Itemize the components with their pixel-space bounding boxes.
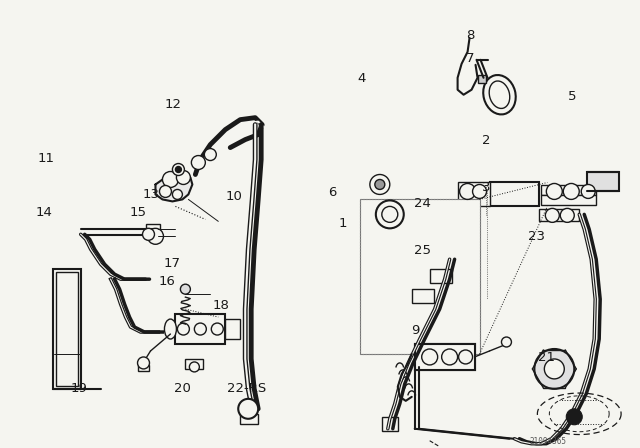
- Circle shape: [545, 359, 564, 379]
- Circle shape: [581, 185, 595, 198]
- Bar: [360, 199, 479, 354]
- Text: 17: 17: [163, 257, 180, 270]
- Circle shape: [375, 180, 385, 190]
- Text: 8: 8: [466, 29, 474, 42]
- Bar: [458, 182, 490, 207]
- Ellipse shape: [164, 319, 177, 339]
- Circle shape: [138, 357, 150, 369]
- Bar: [541, 195, 596, 205]
- Bar: [477, 75, 486, 83]
- Circle shape: [195, 323, 206, 335]
- Circle shape: [534, 349, 574, 389]
- Text: 18: 18: [212, 300, 230, 313]
- Text: 15: 15: [130, 206, 147, 219]
- Circle shape: [172, 164, 184, 176]
- Circle shape: [472, 185, 486, 198]
- Circle shape: [143, 228, 154, 240]
- Circle shape: [163, 172, 179, 187]
- Ellipse shape: [483, 75, 516, 114]
- Circle shape: [563, 184, 579, 199]
- Circle shape: [560, 208, 574, 222]
- Bar: [240, 414, 258, 424]
- Circle shape: [376, 200, 404, 228]
- Bar: [382, 417, 398, 431]
- Text: 3: 3: [482, 181, 490, 194]
- Ellipse shape: [489, 81, 510, 108]
- Bar: [360, 199, 479, 354]
- Circle shape: [238, 399, 258, 419]
- Text: 23: 23: [529, 230, 545, 243]
- Bar: [225, 319, 240, 339]
- Circle shape: [177, 171, 190, 185]
- Circle shape: [545, 208, 559, 222]
- Text: 10: 10: [225, 190, 243, 203]
- Circle shape: [211, 323, 223, 335]
- Circle shape: [159, 185, 172, 198]
- Circle shape: [459, 350, 472, 364]
- Text: 4: 4: [357, 72, 365, 85]
- Circle shape: [204, 149, 216, 160]
- Circle shape: [172, 190, 182, 199]
- Text: 6: 6: [328, 185, 337, 198]
- Circle shape: [442, 349, 458, 365]
- Bar: [541, 185, 596, 195]
- Text: 7: 7: [466, 52, 474, 65]
- Circle shape: [502, 337, 511, 347]
- Circle shape: [189, 362, 199, 372]
- Bar: [52, 269, 81, 389]
- Text: 9: 9: [412, 324, 420, 337]
- Bar: [429, 269, 452, 283]
- Text: 19: 19: [71, 382, 88, 395]
- Bar: [56, 272, 77, 386]
- Bar: [540, 209, 579, 221]
- Circle shape: [370, 174, 390, 194]
- Circle shape: [175, 167, 181, 172]
- Text: 25: 25: [413, 244, 431, 257]
- Bar: [588, 172, 619, 191]
- Bar: [145, 224, 161, 239]
- Text: 21094365: 21094365: [529, 437, 566, 446]
- Circle shape: [191, 155, 205, 169]
- Bar: [415, 344, 474, 370]
- Text: 24: 24: [413, 197, 431, 210]
- Bar: [186, 359, 204, 369]
- Circle shape: [147, 228, 163, 244]
- Polygon shape: [156, 172, 193, 202]
- Circle shape: [547, 184, 563, 199]
- Circle shape: [180, 284, 190, 294]
- Text: 13: 13: [142, 188, 159, 201]
- Bar: [415, 344, 474, 370]
- Circle shape: [566, 409, 582, 425]
- Text: 22-RS: 22-RS: [227, 382, 266, 395]
- Bar: [138, 365, 150, 371]
- Text: 20: 20: [174, 382, 191, 395]
- Text: 14: 14: [36, 206, 52, 219]
- Text: 12: 12: [164, 99, 182, 112]
- Text: 11: 11: [37, 152, 54, 165]
- Text: 5: 5: [568, 90, 576, 103]
- Text: 1: 1: [338, 217, 347, 230]
- Circle shape: [382, 207, 398, 222]
- Bar: [412, 289, 434, 303]
- Circle shape: [422, 349, 438, 365]
- Ellipse shape: [182, 317, 198, 341]
- Bar: [175, 314, 225, 344]
- Text: 21: 21: [538, 351, 555, 364]
- Text: 2: 2: [482, 134, 490, 147]
- Text: 16: 16: [159, 275, 175, 288]
- Circle shape: [460, 184, 476, 199]
- Circle shape: [177, 323, 189, 335]
- Bar: [490, 182, 540, 207]
